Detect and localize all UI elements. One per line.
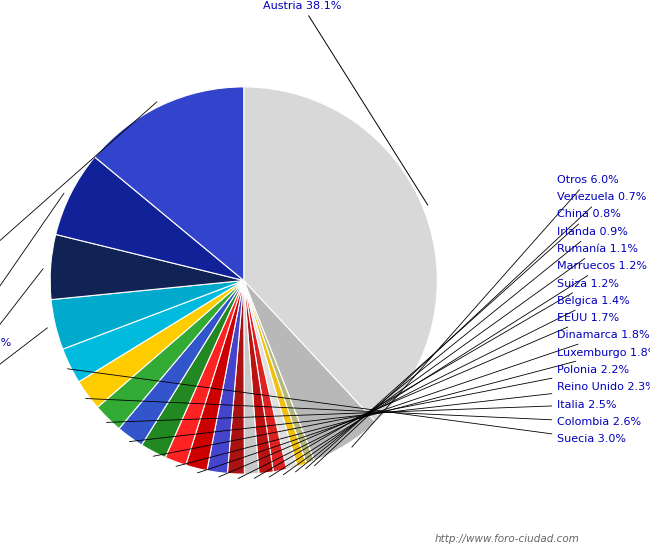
Wedge shape <box>165 280 244 465</box>
Text: Francia 14.0%: Francia 14.0% <box>0 102 157 289</box>
Text: Dinamarca 1.8%: Dinamarca 1.8% <box>198 331 650 473</box>
Wedge shape <box>63 280 244 382</box>
Text: Austria 38.1%: Austria 38.1% <box>263 1 428 205</box>
Text: Valdemoro - Turistas extranjeros según país - Abril de 2024: Valdemoro - Turistas extranjeros según p… <box>108 10 542 26</box>
Text: http://www.foro-ciudad.com: http://www.foro-ciudad.com <box>435 535 579 544</box>
Wedge shape <box>244 280 297 469</box>
Wedge shape <box>207 280 244 474</box>
Text: EEUU 1.7%: EEUU 1.7% <box>219 313 619 477</box>
Text: Alemania 5.4%: Alemania 5.4% <box>0 268 43 390</box>
Text: China 0.8%: China 0.8% <box>306 210 621 469</box>
Text: Bélgica 1.4%: Bélgica 1.4% <box>238 296 630 478</box>
Wedge shape <box>244 280 376 461</box>
Wedge shape <box>51 280 244 349</box>
Text: Colombia 2.6%: Colombia 2.6% <box>86 399 642 427</box>
Text: Venezuela 0.7%: Venezuela 0.7% <box>315 192 647 466</box>
Wedge shape <box>227 280 244 474</box>
Wedge shape <box>244 280 315 464</box>
Wedge shape <box>244 280 259 474</box>
Wedge shape <box>186 280 244 471</box>
Text: Polonia 2.2%: Polonia 2.2% <box>153 365 629 456</box>
Text: Irlanda 0.9%: Irlanda 0.9% <box>296 227 629 472</box>
Text: Países Bajos 7.2%: Países Bajos 7.2% <box>0 193 64 348</box>
Text: Suecia 3.0%: Suecia 3.0% <box>68 369 627 444</box>
Wedge shape <box>56 157 244 280</box>
Text: Luxemburgo 1.8%: Luxemburgo 1.8% <box>176 348 650 466</box>
Wedge shape <box>50 234 244 300</box>
Text: Rumanía 1.1%: Rumanía 1.1% <box>283 244 638 475</box>
Wedge shape <box>98 280 244 428</box>
Text: Suiza 1.2%: Suiza 1.2% <box>254 279 619 478</box>
Text: Portugal 4.2%: Portugal 4.2% <box>0 328 47 408</box>
Text: Marruecos 1.2%: Marruecos 1.2% <box>269 261 647 477</box>
Text: Italia 2.5%: Italia 2.5% <box>107 400 617 422</box>
Wedge shape <box>244 280 274 474</box>
Text: Reino Unido 2.3%: Reino Unido 2.3% <box>129 382 650 442</box>
Wedge shape <box>95 87 244 280</box>
Wedge shape <box>79 280 244 408</box>
Wedge shape <box>119 280 244 445</box>
Wedge shape <box>244 280 287 472</box>
Text: Otros 6.0%: Otros 6.0% <box>352 175 619 447</box>
Wedge shape <box>244 87 437 422</box>
Wedge shape <box>244 280 306 466</box>
Wedge shape <box>142 280 244 458</box>
